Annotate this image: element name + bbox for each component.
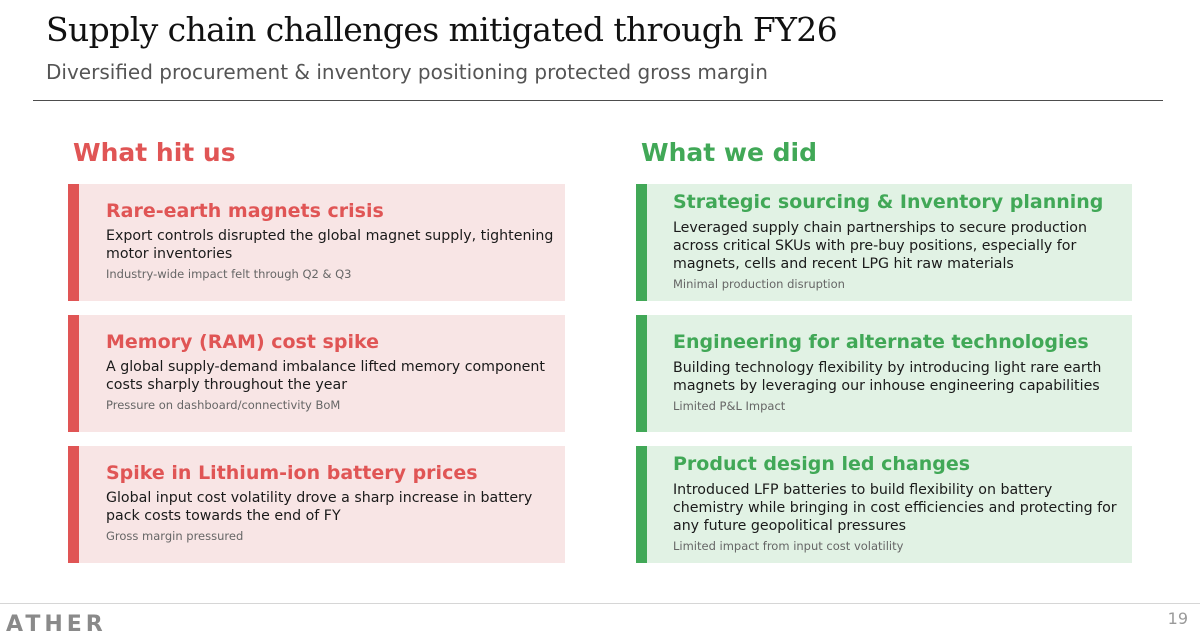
slide-subtitle: Diversified procurement & inventory posi… xyxy=(46,60,768,84)
card-note: Gross margin pressured xyxy=(106,529,244,543)
card-title: Spike in Lithium-ion battery prices xyxy=(106,462,478,484)
challenge-card-rare-earth: Rare-earth magnets crisis Export control… xyxy=(68,184,565,301)
card-body: Global input cost volatility drove a sha… xyxy=(106,490,533,524)
card-body: Introduced LFP batteries to build flexib… xyxy=(673,482,1117,534)
card-title: Product design led changes xyxy=(673,453,971,475)
action-card-engineering: Engineering for alternate technologies B… xyxy=(636,315,1132,432)
card-note: Limited P&L Impact xyxy=(673,399,786,413)
card-title: Memory (RAM) cost spike xyxy=(106,331,379,353)
what-hit-us-heading: What hit us xyxy=(73,138,236,167)
card-note: Pressure on dashboard/connectivity BoM xyxy=(106,398,341,412)
action-card-strategic-sourcing: Strategic sourcing & Inventory planning … xyxy=(636,184,1132,301)
card-body: Export controls disrupted the global mag… xyxy=(106,228,554,262)
challenge-card-memory: Memory (RAM) cost spike A global supply-… xyxy=(68,315,565,432)
card-note: Industry-wide impact felt through Q2 & Q… xyxy=(106,267,352,281)
card-title: Rare-earth magnets crisis xyxy=(106,200,384,222)
challenge-card-lithium-ion: Spike in Lithium-ion battery prices Glob… xyxy=(68,446,565,563)
footer-divider xyxy=(0,603,1200,604)
slide-title: Supply chain challenges mitigated throug… xyxy=(46,10,838,49)
card-body: Leveraged supply chain partnerships to s… xyxy=(673,220,1087,272)
card-title: Strategic sourcing & Inventory planning xyxy=(673,191,1104,213)
card-body: Building technology flexibility by intro… xyxy=(673,360,1102,394)
card-title: Engineering for alternate technologies xyxy=(673,331,1089,353)
page-number: 19 xyxy=(1167,609,1188,628)
card-body: A global supply-demand imbalance lifted … xyxy=(106,359,545,393)
what-we-did-heading: What we did xyxy=(641,138,818,167)
header-divider xyxy=(33,100,1163,101)
card-note: Minimal production disruption xyxy=(673,277,845,291)
card-note: Limited impact from input cost volatilit… xyxy=(673,539,904,553)
ather-logo: ATHER xyxy=(6,612,107,637)
action-card-product-design: Product design led changes Introduced LF… xyxy=(636,446,1132,563)
